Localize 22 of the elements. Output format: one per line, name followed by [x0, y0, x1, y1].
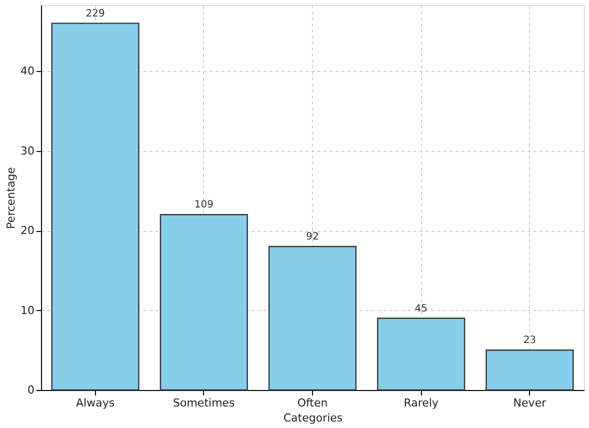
annotation: 23 [523, 335, 536, 346]
y-axis-title: Percentage [4, 166, 18, 229]
y-tick-label: 0 [28, 384, 34, 396]
bar [377, 318, 466, 391]
y-tick-label: 40 [20, 64, 34, 78]
x-tick-label: Rarely [404, 396, 439, 410]
x-axis-title: Categories [283, 412, 343, 424]
y-tick-label: 30 [20, 144, 34, 158]
x-tick-label: Often [297, 396, 328, 410]
annotation: 45 [414, 303, 428, 314]
bar [160, 214, 248, 391]
y-tick-label: 10 [20, 304, 34, 317]
annotation: 92 [306, 232, 319, 243]
bar [268, 246, 357, 391]
bar [486, 350, 574, 391]
annotation: 229 [86, 8, 105, 20]
annotation: 109 [194, 200, 214, 211]
y-tick-label: 20 [20, 224, 34, 238]
x-tick-label: Sometimes [173, 396, 236, 410]
x-tick-label: Never [513, 396, 547, 410]
x-tick-label: Always [76, 396, 115, 410]
bar [51, 22, 140, 391]
